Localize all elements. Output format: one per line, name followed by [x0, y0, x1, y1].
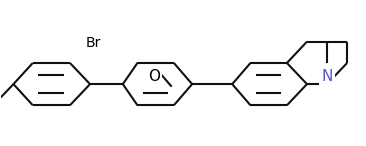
Text: O: O — [148, 69, 160, 84]
Text: N: N — [321, 69, 333, 84]
Text: Br: Br — [86, 36, 101, 50]
